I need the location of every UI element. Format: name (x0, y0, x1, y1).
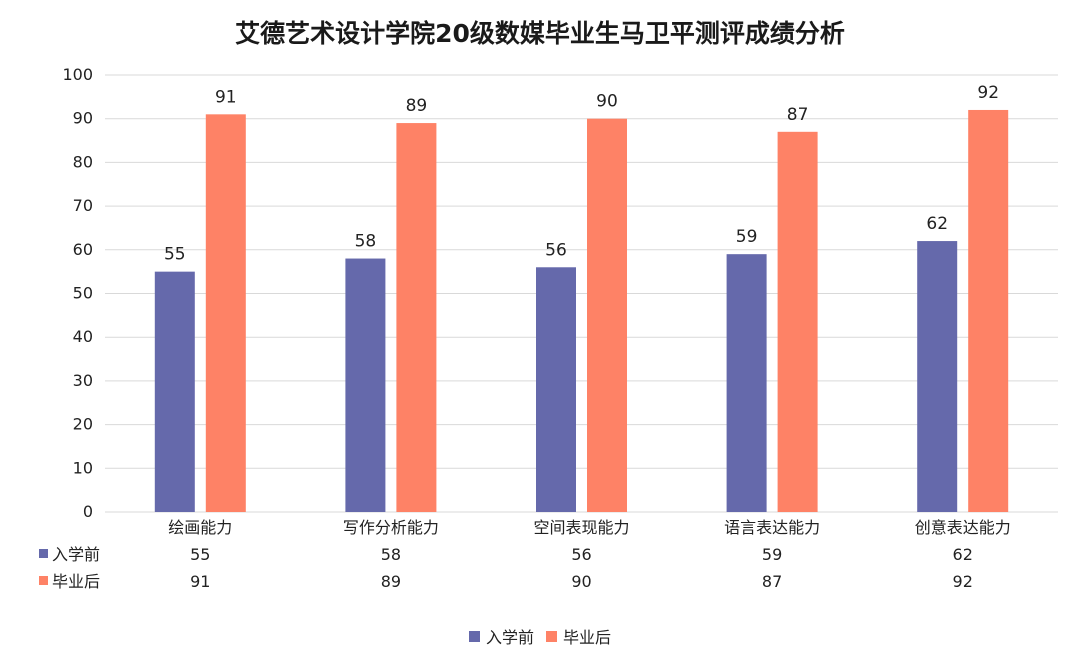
data-label: 90 (596, 92, 618, 112)
table-series-swatch (39, 576, 48, 585)
gridlines (105, 74, 1058, 513)
data-label: 55 (164, 245, 186, 265)
data-label: 58 (355, 232, 377, 252)
legend-swatch (468, 630, 480, 642)
category-label: 写作分析能力 (343, 518, 439, 537)
data-table: 入学前 55 58 56 59 62 毕业后 91 89 90 87 92 (39, 545, 973, 591)
y-tick-label: 20 (73, 415, 93, 434)
table-value: 91 (190, 572, 210, 591)
legend-item: 入学前 (468, 624, 534, 648)
data-label: 59 (736, 227, 758, 247)
bar (536, 267, 576, 512)
table-series-name: 入学前 (52, 545, 100, 564)
legend-label: 毕业后 (563, 628, 612, 647)
y-tick-label: 100 (62, 65, 93, 84)
legend-item: 毕业后 (546, 624, 611, 648)
table-value: 90 (571, 572, 591, 591)
y-tick-label: 30 (73, 371, 93, 390)
category-label: 空间表现能力 (533, 518, 629, 537)
table-value: 92 (953, 572, 973, 591)
bar (726, 254, 767, 513)
y-tick-label: 0 (83, 502, 93, 521)
table-value: 62 (953, 545, 973, 564)
data-label: 56 (545, 240, 567, 260)
category-labels: 绘画能力 写作分析能力 空间表现能力 语言表达能力 创意表达能力 (168, 518, 1010, 537)
bars (154, 109, 1009, 513)
table-value: 87 (762, 572, 782, 591)
data-label: 92 (977, 83, 999, 103)
data-label: 87 (787, 105, 809, 125)
bar (396, 123, 437, 512)
y-tick-label: 50 (73, 284, 93, 303)
bar (917, 241, 958, 512)
table-value: 55 (190, 545, 210, 564)
y-tick-label: 80 (73, 152, 93, 171)
table-value: 58 (381, 545, 401, 564)
legend-label: 入学前 (485, 628, 534, 647)
bar (154, 271, 195, 512)
table-series-name: 毕业后 (52, 572, 100, 591)
bar (205, 114, 246, 512)
y-axis-ticks: 0 10 20 30 40 50 60 70 80 90 100 (62, 65, 93, 521)
y-tick-label: 60 (73, 240, 93, 259)
category-label: 绘画能力 (168, 518, 232, 537)
table-series-swatch (39, 549, 48, 558)
data-label: 91 (215, 87, 237, 107)
y-tick-label: 90 (73, 109, 93, 128)
y-tick-label: 10 (73, 458, 93, 477)
bar (345, 258, 386, 512)
chart-title: 艾德艺术设计学院20级数媒毕业生马卫平测评成绩分析 (235, 19, 845, 48)
legend-swatch (546, 630, 557, 642)
table-value: 89 (381, 572, 401, 591)
bar (587, 118, 627, 512)
table-value: 56 (571, 545, 591, 564)
bar (968, 109, 1009, 513)
table-value: 59 (762, 545, 782, 564)
legend: 入学前 毕业后 (0, 624, 1080, 648)
category-label: 创意表达能力 (915, 518, 1011, 537)
data-label: 89 (406, 96, 428, 116)
y-tick-label: 40 (73, 327, 93, 346)
y-tick-label: 70 (73, 196, 93, 215)
category-label: 语言表达能力 (724, 518, 820, 537)
data-labels: 55 91 58 89 56 90 59 87 62 92 (164, 83, 999, 265)
bar (777, 131, 818, 512)
data-label: 62 (926, 214, 948, 234)
